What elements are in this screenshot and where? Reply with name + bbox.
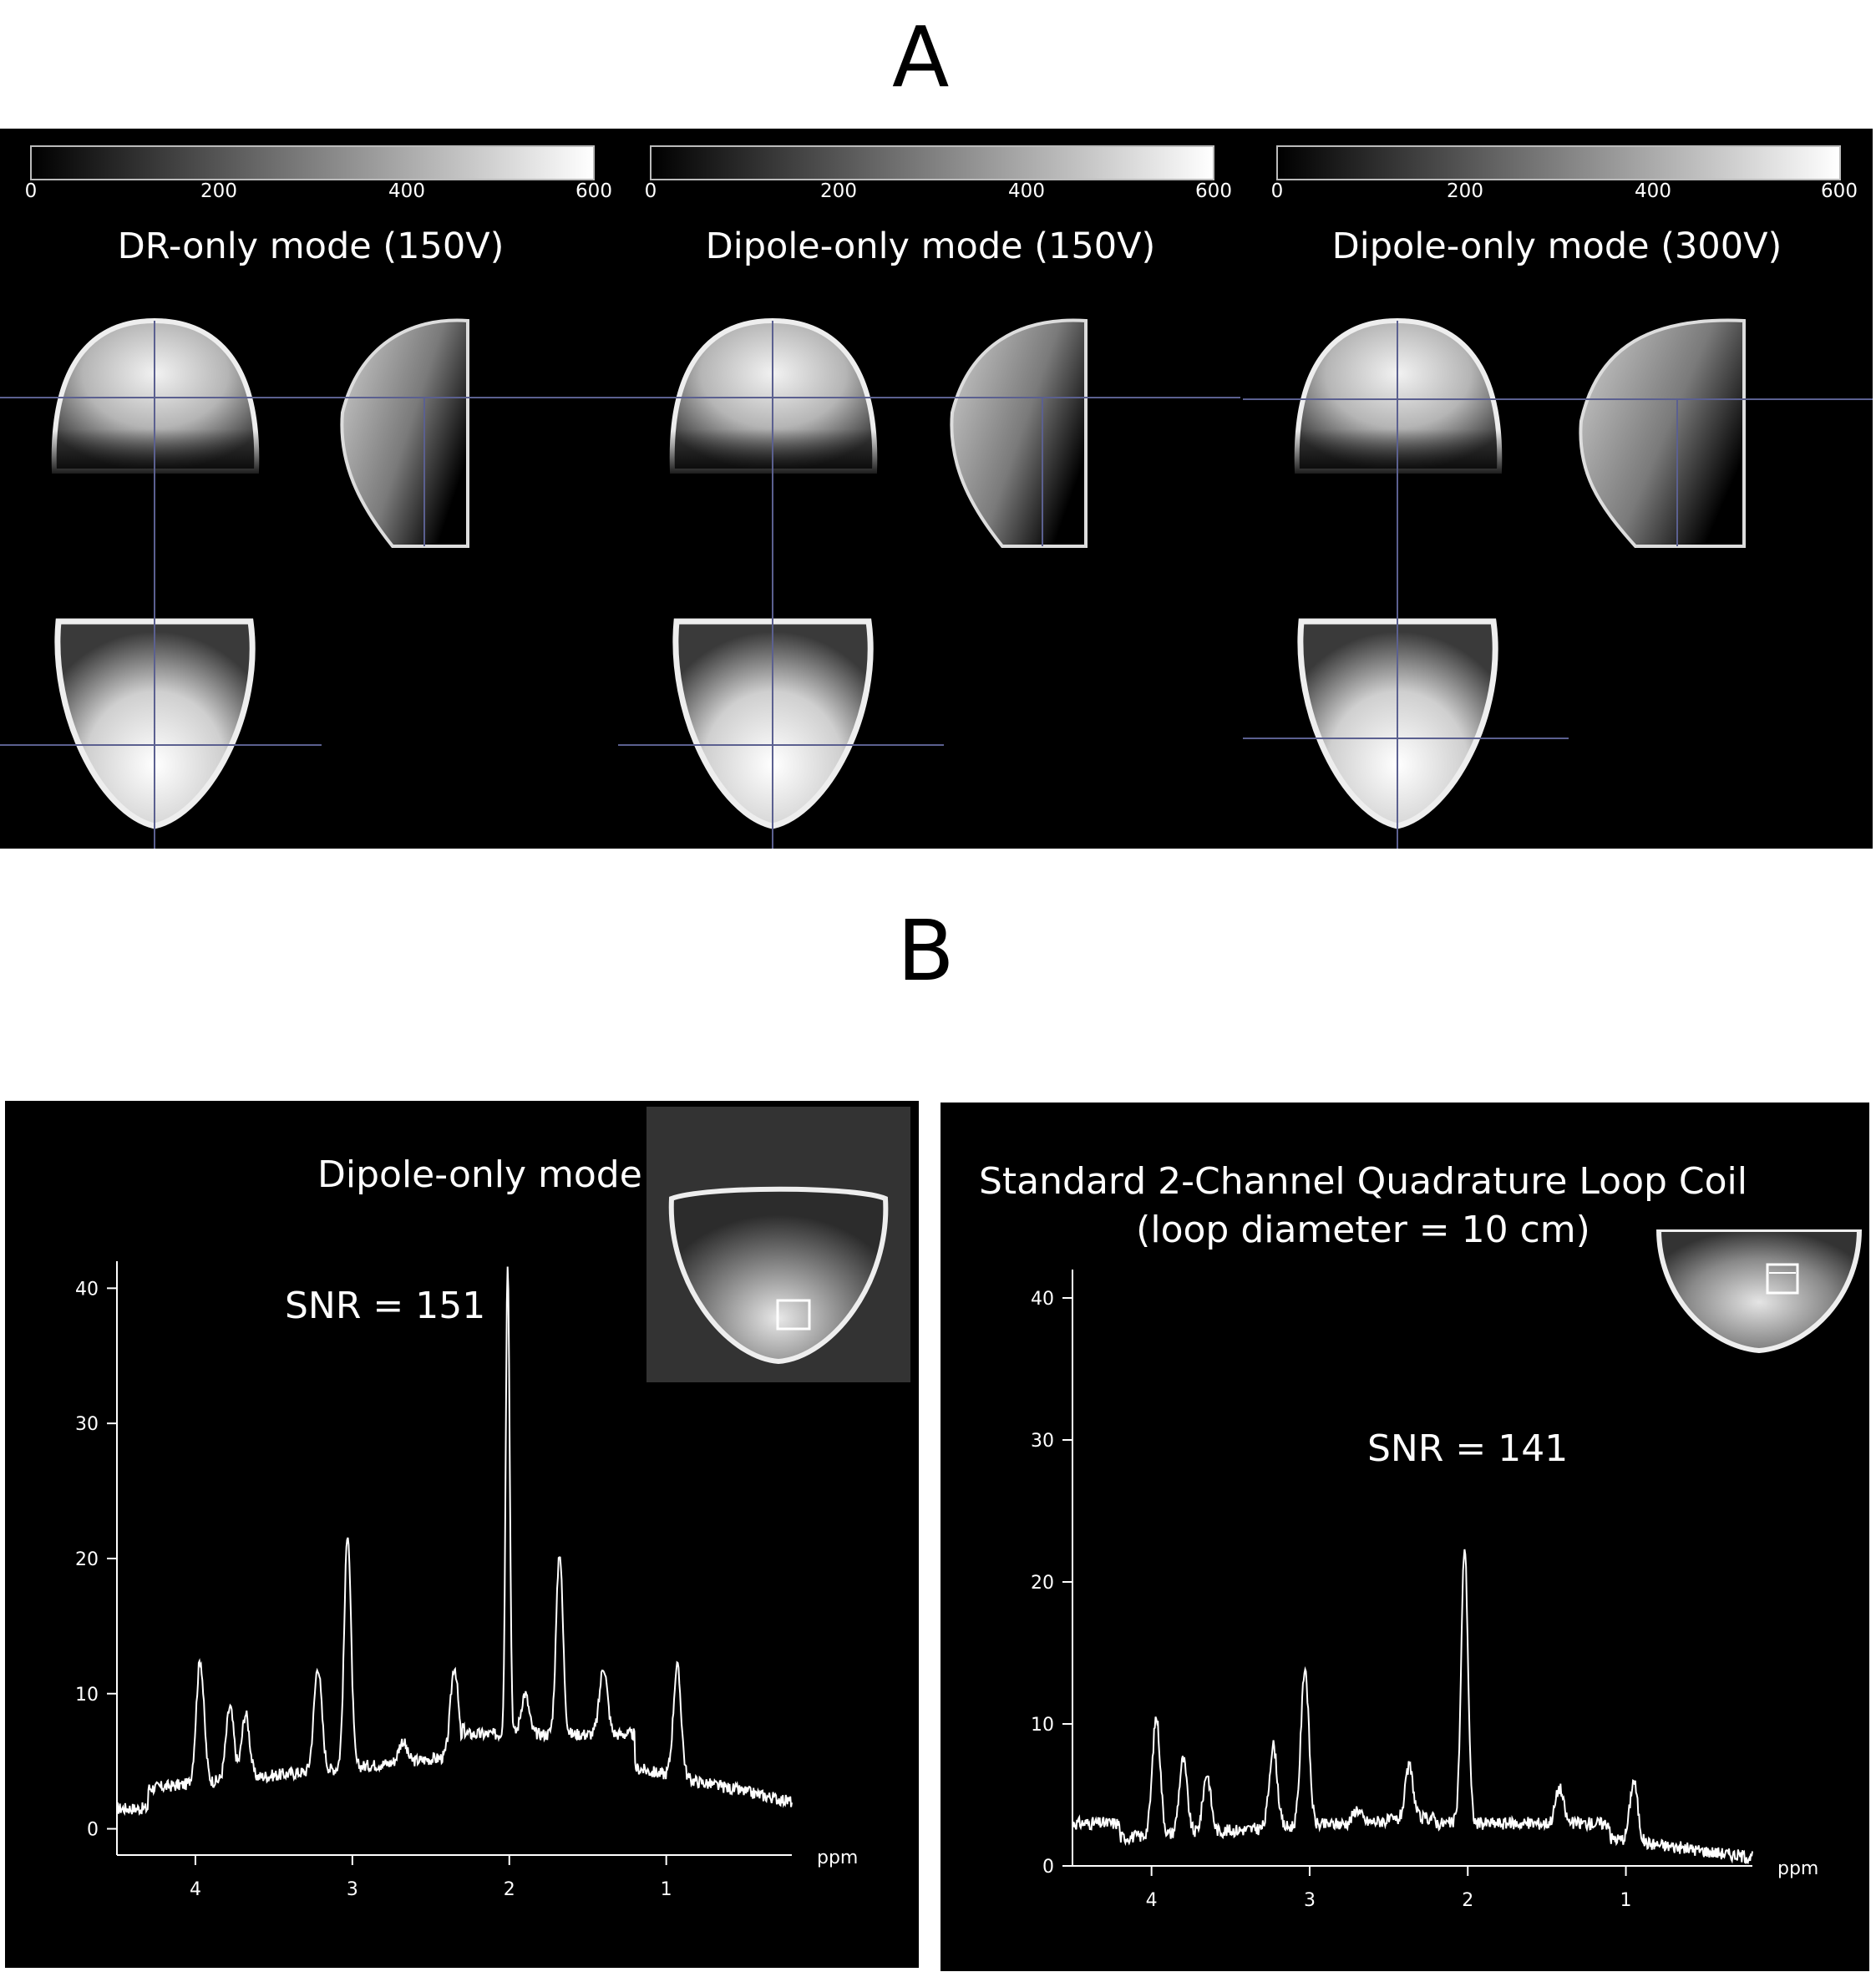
mri-panel: 0 200 400 600 0 200 400 600 0 200 400 60… — [0, 129, 1873, 849]
spectrum-title-right: Standard 2-Channel Quadrature Loop Coil … — [941, 1158, 1786, 1255]
x-tick-label: 2 — [1462, 1890, 1473, 1911]
mode-title-3: Dipole-only mode (300V) — [1331, 226, 1782, 267]
mri-images — [0, 317, 1873, 849]
colorbar-2-tick-400: 400 — [1008, 180, 1045, 202]
colorbar-1-tick-200: 200 — [200, 180, 237, 202]
axial-fade — [50, 429, 263, 479]
x-tick-label: 1 — [1620, 1890, 1632, 1911]
voxel-box — [776, 1299, 811, 1331]
y-tick-label: 10 — [1031, 1715, 1054, 1736]
y-tick-label: 10 — [75, 1685, 99, 1706]
colorbar-3-tick-400: 400 — [1635, 180, 1671, 202]
colorbar-3-tick-200: 200 — [1447, 180, 1483, 202]
colorbar-1-tick-600: 600 — [575, 180, 612, 202]
y-tick-label: 40 — [75, 1279, 99, 1300]
spectrum-panel-right: Standard 2-Channel Quadrature Loop Coil … — [941, 1103, 1869, 1971]
y-tick-label: 20 — [75, 1549, 99, 1570]
panel-label-b: B — [897, 902, 955, 1000]
x-tick-label: 4 — [190, 1879, 201, 1900]
x-tick-label: 3 — [1304, 1890, 1316, 1911]
axial-fade — [668, 429, 881, 479]
colorbar-3 — [1276, 145, 1841, 180]
mri-column-dipole-only-150v — [618, 317, 1240, 849]
y-tick-label: 40 — [1031, 1289, 1054, 1310]
spectrum-title-left: Dipole-only mode — [317, 1153, 642, 1196]
sagittal-slice — [340, 318, 469, 548]
spectrum-line — [1072, 1549, 1753, 1865]
spectrum-title-right-line2: (loop diameter = 10 cm) — [1136, 1209, 1590, 1251]
spectrum-title-right-line1: Standard 2-Channel Quadrature Loop Coil — [978, 1160, 1748, 1203]
x-axis-label: ppm — [817, 1848, 858, 1868]
colorbar-3-tick-0: 0 — [1270, 180, 1284, 202]
mode-title-1: DR-only mode (150V) — [117, 226, 504, 267]
sagittal-slice — [1579, 318, 1746, 548]
sagittal-slice — [950, 318, 1088, 548]
axial-fade — [1293, 429, 1506, 479]
colorbar-2-tick-0: 0 — [644, 180, 657, 202]
mri-column-dr-only-150v — [0, 317, 618, 849]
y-tick-label: 20 — [1031, 1573, 1054, 1594]
y-tick-label: 0 — [87, 1820, 99, 1841]
voxel-inset-image — [1655, 1229, 1863, 1354]
x-tick-label: 4 — [1146, 1890, 1158, 1911]
snr-label-left: SNR = 151 — [285, 1285, 486, 1327]
spectrum-panel-left: Dipole-only mode SNR = 151 0 10 20 30 40 4 3 2 1… — [5, 1101, 919, 1968]
colorbar-1-tick-400: 400 — [388, 180, 425, 202]
x-tick-label: 3 — [347, 1879, 358, 1900]
spectrum-line — [116, 1266, 793, 1817]
colorbar-3-tick-600: 600 — [1821, 180, 1858, 202]
spectrum-chart-right: 0 10 20 30 40 4 3 2 1 ppm — [1031, 1270, 1818, 1911]
voxel-box — [1766, 1263, 1799, 1295]
colorbar-2-tick-200: 200 — [820, 180, 857, 202]
colorbar-2 — [650, 145, 1214, 180]
colorbar-2-tick-600: 600 — [1195, 180, 1232, 202]
colorbar-1-tick-0: 0 — [24, 180, 38, 202]
mode-title-2: Dipole-only mode (150V) — [705, 226, 1156, 267]
mri-column-dipole-only-300v — [1243, 317, 1873, 849]
y-tick-label: 0 — [1042, 1857, 1054, 1878]
spectrum-chart-left: 0 10 20 30 40 4 3 2 1 ppm — [75, 1261, 858, 1900]
y-tick-label: 30 — [75, 1414, 99, 1435]
x-axis-label: ppm — [1777, 1858, 1818, 1879]
x-tick-label: 2 — [504, 1879, 515, 1900]
x-tick-label: 1 — [661, 1879, 672, 1900]
voxel-inset-image — [646, 1107, 910, 1382]
y-tick-label: 30 — [1031, 1431, 1054, 1452]
panel-label-a: A — [892, 8, 950, 106]
snr-label-right: SNR = 141 — [1367, 1427, 1569, 1470]
colorbar-1 — [30, 145, 595, 180]
